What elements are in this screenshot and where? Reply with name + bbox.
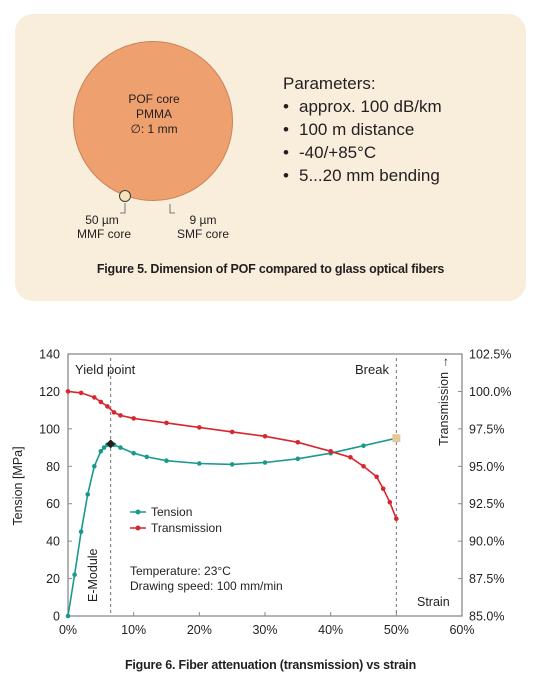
transmission-point [111,410,117,415]
tension-point [118,445,123,450]
y2-axis-label: Transmission → [437,356,451,446]
figure6-caption: Figure 6. Fiber attenuation (transmissio… [124,658,417,672]
tension-point [85,492,90,497]
y-tick-label: 140 [39,348,60,362]
mmf-label: 50 µm MMF core [77,213,131,241]
mmf-size: 50 µm [85,213,119,227]
y-tick-label: 120 [39,385,60,399]
parameter-item: 100 m distance [283,118,442,141]
x-tick-label: 0% [59,623,77,637]
tension-point [101,445,107,450]
y2-tick-label: 95.0% [469,460,504,474]
pof-core-line3: ∅: 1 mm [130,122,178,136]
pof-core-line2: PMMA [136,107,172,121]
tension-point [229,462,235,467]
conditions-line2: Drawing speed: 100 mm/min [130,579,283,593]
transmission-point [65,389,71,394]
tension-point [72,572,77,578]
strain-label: Strain [417,595,450,609]
e-module-label: E-Module [86,548,100,602]
parameters-block: Parameters: approx. 100 dB/km 100 m dist… [283,72,442,187]
transmission-point [295,440,301,445]
conditions-line1: Temperature: 23°C [130,564,231,578]
y-axis-label: Tension [MPa] [11,446,25,525]
smf-name: SMF core [176,227,229,241]
yield-point-marker [106,439,116,449]
tension-point [98,449,104,454]
x-tick-label: 60% [449,623,474,637]
transmission-point [374,474,379,480]
y-tick-label: 0 [53,610,60,624]
tension-point [65,613,71,619]
legend-tension-label: Tension [151,505,192,519]
y2-tick-label: 102.5% [469,348,511,362]
x-tick-label: 20% [187,623,212,637]
pof-core-label: POF core PMMA ∅: 1 mm [74,92,234,137]
transmission-point [328,449,334,454]
y2-tick-label: 97.5% [469,422,504,436]
plot-frame [67,353,463,617]
y2-tick-label: 87.5% [469,572,504,586]
figure5-caption: Figure 5. Dimension of POF compared to g… [96,262,445,276]
transmission-point [262,434,268,439]
smf-label: 9 µm SMF core [173,213,233,241]
transmission-point [197,425,202,430]
transmission-point [348,455,353,460]
y2-tick-label: 90.0% [469,535,504,549]
x-tick-label: 50% [384,623,409,637]
tension-point [197,461,202,466]
pof-core-line1: POF core [128,92,180,106]
legend-transmission-label: Transmission [151,521,222,535]
y-tick-label: 60 [46,497,60,511]
tension-point [78,529,84,535]
smf-size: 9 µm [189,213,217,227]
tension-point [164,458,169,464]
transmission-point [164,420,169,426]
tension-point [295,456,301,462]
mmf-core-circle [119,190,131,202]
legend: Tension Transmission [130,505,222,535]
break-label: Break [355,362,389,377]
x-tick-label: 30% [252,623,277,637]
yield-point-label: Yield point [75,362,136,377]
y-tick-label: 40 [46,535,60,549]
mmf-name: MMF core [77,227,131,241]
transmission-point [394,516,399,521]
transmission-point [387,499,393,505]
legend-transmission-marker [135,525,141,531]
x-tick-label: 40% [318,623,343,637]
x-tick-label: 10% [121,623,146,637]
parameter-item: -40/+85°C [283,141,442,164]
pof-core-circle: POF core PMMA ∅: 1 mm [73,41,233,201]
transmission-point [105,404,110,409]
break-marker [392,434,401,443]
tension-point [262,460,268,465]
tension-point [144,454,150,460]
transmission-point [78,390,84,396]
transmission-point [118,413,123,418]
parameter-item: approx. 100 dB/km [283,95,442,118]
parameter-item: 5...20 mm bending [283,164,442,187]
parameters-list: approx. 100 dB/km 100 m distance -40/+85… [283,95,442,187]
parameters-title: Parameters: [283,74,376,93]
transmission-point [131,416,136,421]
transmission-point [229,429,235,435]
transmission-point [380,486,386,492]
y-tick-label: 100 [39,422,60,436]
y2-tick-label: 85.0% [469,610,504,624]
legend-tension-marker [135,509,141,515]
transmission-point [92,395,97,400]
tension-point [361,443,366,449]
tension-point [131,450,136,456]
y-tick-label: 80 [46,460,60,474]
transmission-line [67,390,398,519]
figure5-panel: POF core PMMA ∅: 1 mm 50 µm MMF core 9 µ… [15,14,526,301]
y2-tick-label: 92.5% [469,497,504,511]
y2-tick-label: 100.0% [469,385,511,399]
tension-point [92,464,97,469]
transmission-point [361,464,366,469]
transmission-point [98,399,104,405]
y-tick-label: 20 [46,572,60,586]
